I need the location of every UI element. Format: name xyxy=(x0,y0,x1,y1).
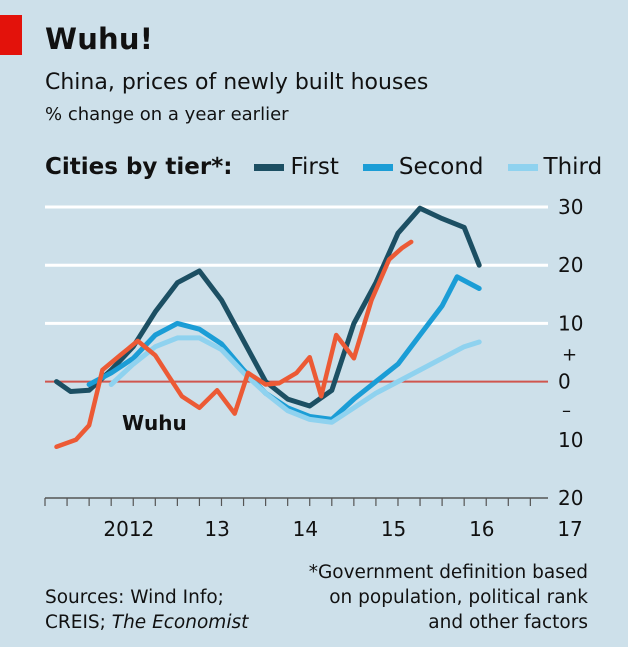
minus-sign-label: – xyxy=(562,401,571,422)
footnote-line-2: on population, political rank xyxy=(329,587,588,608)
sources-line-1: Sources: Wind Info; xyxy=(45,587,224,608)
x-tick-label: 2012 xyxy=(103,517,154,541)
series-line-wuhu xyxy=(54,239,414,450)
y-tick-label: 10 xyxy=(558,311,583,335)
legend-label-third: Third xyxy=(543,154,603,180)
y-tick-label: 30 xyxy=(558,195,583,219)
y-tick-label: 10 xyxy=(558,428,583,452)
brand-tag xyxy=(0,15,22,55)
legend-swatch-third xyxy=(507,163,538,171)
line-chart: 30 20 10 0 10 20 + – 2012 13 14 15 16 17 Wuhu xyxy=(44,195,583,541)
legend-swatch-second xyxy=(362,163,393,171)
legend-item-first: First xyxy=(254,154,339,180)
series-line-first xyxy=(54,205,482,409)
x-tick-label: 16 xyxy=(469,517,494,541)
legend: Cities by tier*: First Second Third xyxy=(45,150,626,184)
sources: Sources: Wind Info; CREIS; The Economist xyxy=(45,585,248,635)
sources-prefix: CREIS; xyxy=(45,612,112,633)
x-tick-label: 13 xyxy=(204,517,229,541)
legend-swatch-first xyxy=(254,163,285,171)
legend-title: Cities by tier*: xyxy=(45,154,233,180)
unit-label: % change on a year earlier xyxy=(45,104,289,125)
wuhu-series-label: Wuhu xyxy=(122,411,187,435)
footnote-line-3: and other factors xyxy=(428,612,588,633)
y-tick-label: 0 xyxy=(558,370,571,394)
y-tick-label: 20 xyxy=(558,486,583,510)
legend-item-second: Second xyxy=(362,154,484,180)
legend-label-second: Second xyxy=(398,154,484,180)
footnote: *Government definition based on populati… xyxy=(288,560,588,635)
footnote-line-1: *Government definition based xyxy=(308,562,588,583)
sources-publication: The Economist xyxy=(111,612,249,633)
plus-sign-label: + xyxy=(562,345,577,366)
legend-item-third: Third xyxy=(507,154,603,180)
chart-title: Wuhu! xyxy=(45,22,154,56)
x-tick-label: 15 xyxy=(381,517,406,541)
chart-subtitle: China, prices of newly built houses xyxy=(45,70,429,95)
x-tick-label: 14 xyxy=(293,517,318,541)
x-tick-label: 17 xyxy=(557,517,582,541)
legend-label-first: First xyxy=(290,154,339,180)
sources-line-2: CREIS; The Economist xyxy=(45,610,248,635)
y-tick-label: 20 xyxy=(558,253,583,277)
series-line-third xyxy=(108,335,482,425)
